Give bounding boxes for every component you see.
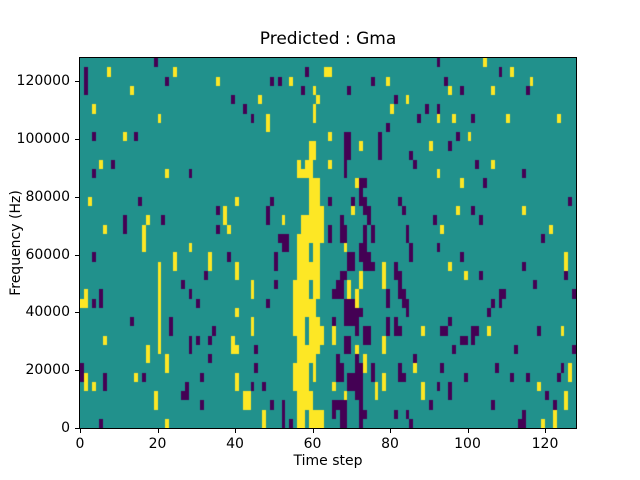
heatmap-canvas — [80, 58, 576, 428]
x-tick-label: 100 — [454, 436, 481, 452]
x-tick-label: 20 — [148, 436, 167, 452]
x-tick-label: 60 — [303, 436, 322, 452]
x-axis-label: Time step — [293, 453, 363, 469]
x-tick-mark — [312, 429, 314, 433]
y-tick-mark — [75, 370, 79, 372]
y-tick-label: 120000 — [16, 73, 70, 90]
y-tick-label: 80000 — [25, 188, 70, 205]
x-tick-mark — [235, 429, 236, 433]
y-axis-label: Frequency (Hz) — [8, 190, 24, 296]
x-tick-mark — [157, 429, 159, 433]
y-tick-label: 40000 — [25, 304, 70, 321]
x-tick-mark — [467, 429, 469, 433]
y-tick-label: 60000 — [25, 246, 70, 263]
chart-title: Predicted : Gma — [259, 29, 397, 49]
x-tick-label: 120 — [531, 436, 559, 452]
x-tick-mark — [80, 429, 81, 433]
x-tick-label: 80 — [381, 436, 399, 452]
x-tick-label: 0 — [75, 436, 85, 452]
y-tick-mark — [75, 428, 79, 429]
y-tick-mark — [75, 312, 79, 314]
y-tick-mark — [75, 138, 79, 140]
y-tick-mark — [75, 196, 79, 198]
y-tick-label: 0 — [61, 420, 70, 436]
y-tick-label: 20000 — [25, 362, 70, 379]
y-tick-label: 100000 — [16, 130, 70, 147]
y-tick-mark — [75, 81, 79, 83]
x-tick-mark — [545, 429, 546, 433]
x-tick-mark — [390, 429, 391, 433]
y-tick-mark — [75, 254, 79, 256]
x-tick-label: 40 — [226, 436, 244, 452]
